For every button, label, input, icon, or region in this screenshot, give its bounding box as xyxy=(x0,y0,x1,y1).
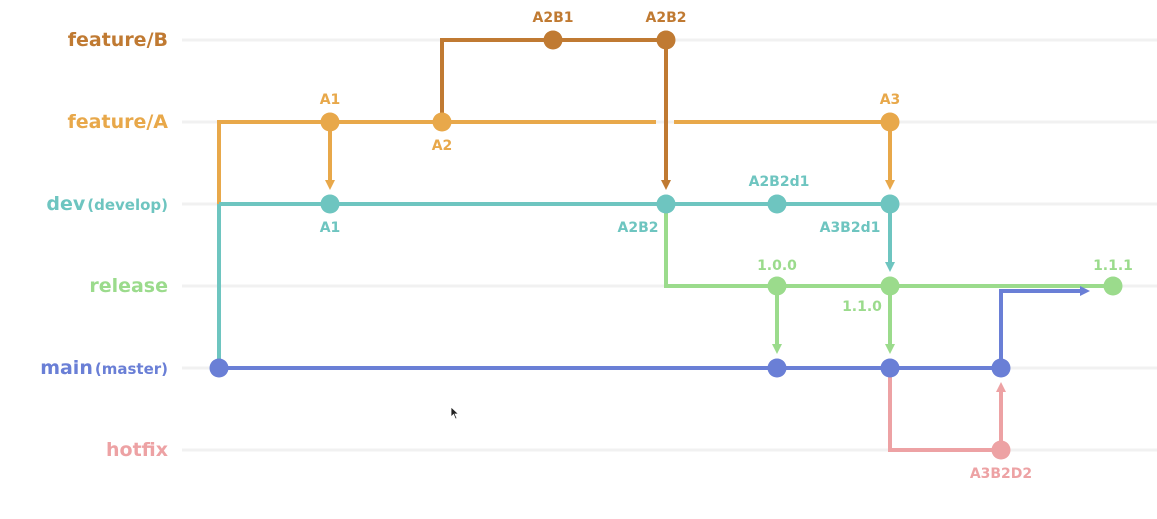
branch-alias: (master) xyxy=(94,360,168,378)
commit-label-hf-1: A3B2D2 xyxy=(970,466,1032,482)
commit-node xyxy=(1103,276,1123,296)
commit-label-dev-2: A2B2 xyxy=(618,220,659,236)
commit-node xyxy=(320,194,340,214)
branch-name: main xyxy=(40,357,93,379)
commit-node xyxy=(880,112,900,132)
commit-node xyxy=(991,358,1011,378)
commit-label-fa-3: A3 xyxy=(880,92,901,108)
branch-name: feature/A xyxy=(67,111,168,133)
commit-node xyxy=(209,358,229,378)
commit-node xyxy=(880,276,900,296)
branch-name: feature/B xyxy=(67,29,168,51)
commit-node xyxy=(656,30,676,50)
branch-name: hotfix xyxy=(105,439,168,461)
release-line xyxy=(664,204,1113,288)
commit-label-fb-1: A2B1 xyxy=(533,10,574,26)
commit-label-rel-3: 1.1.1 xyxy=(1093,258,1133,274)
commit-node xyxy=(991,440,1011,460)
branch-label-dev: dev (develop) xyxy=(46,193,168,215)
commit-label-rel-2: 1.1.0 xyxy=(842,299,882,315)
commit-node xyxy=(767,276,787,296)
commit-node xyxy=(543,30,563,50)
commit-label-dev-4: A3B2d1 xyxy=(820,220,881,236)
commit-node xyxy=(880,194,900,214)
commit-node xyxy=(880,358,900,378)
commit-node xyxy=(432,112,452,132)
branch-alias: (develop) xyxy=(87,196,168,214)
commit-node xyxy=(767,194,787,214)
mouse-cursor-icon xyxy=(450,406,460,420)
branch-name: release xyxy=(89,275,168,297)
feature-b-line xyxy=(440,38,666,122)
branch-label-hotfix: hotfix xyxy=(106,439,168,461)
commit-label-dev-1: A1 xyxy=(320,220,341,236)
branch-label-feature-a: feature/A xyxy=(68,111,168,133)
commit-nodes xyxy=(209,30,1123,460)
branch-label-release: release xyxy=(89,275,168,297)
branch-lines xyxy=(217,38,1113,452)
commit-node xyxy=(656,194,676,214)
commit-label-fa-1: A1 xyxy=(320,92,341,108)
branch-name: dev xyxy=(46,193,86,215)
commit-label-rel-1: 1.0.0 xyxy=(757,258,797,274)
branch-label-main: main (master) xyxy=(40,357,168,379)
branch-label-feature-b: feature/B xyxy=(68,29,168,51)
feature-a-line-1 xyxy=(217,120,656,204)
commit-label-fb-2: A2B2 xyxy=(646,10,687,26)
commit-node xyxy=(320,112,340,132)
merge-arrow-main-to-release xyxy=(999,286,1090,368)
hotfix-line xyxy=(888,368,1001,452)
commit-node xyxy=(767,358,787,378)
commit-labels: A2B1 A2B2 A1 A2 A3 A1 A2B2 A2B2d1 A3B2d1… xyxy=(320,10,1133,482)
commit-label-dev-3: A2B2d1 xyxy=(749,174,810,190)
commit-label-fa-2: A2 xyxy=(432,138,453,154)
